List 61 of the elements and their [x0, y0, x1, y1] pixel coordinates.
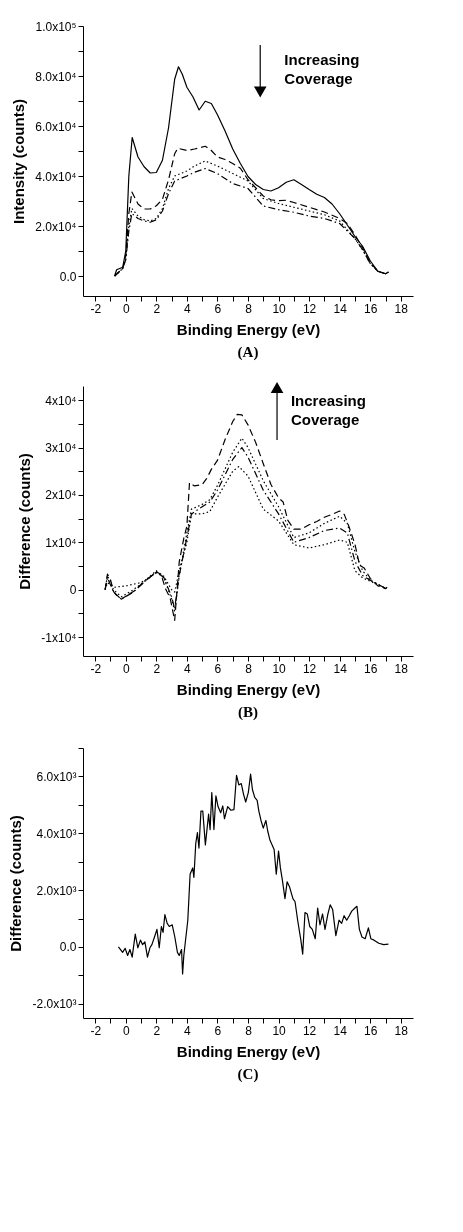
y-tick-label: 3x10⁴ — [45, 441, 77, 456]
y-tick-label: 4x10⁴ — [45, 393, 77, 408]
y-tick-label: 2x10⁴ — [45, 488, 77, 503]
x-tick-label: 2 — [153, 661, 161, 676]
annotation: Increasing Coverage — [290, 392, 366, 429]
y-tick-label: 1.0x10⁵ — [35, 19, 77, 34]
text: (A) — [237, 344, 259, 361]
x-tick-label: 10 — [272, 301, 287, 316]
x-tick-label: 18 — [394, 301, 409, 316]
x-tick-label: 10 — [272, 661, 287, 676]
y-tick-label: 8.0x10⁴ — [35, 69, 77, 84]
x-tick-label: 18 — [394, 1023, 409, 1038]
x-tick-label: 0 — [122, 301, 130, 316]
x-tick-label: 4 — [184, 301, 192, 316]
y-tick-label: 0.0 — [59, 940, 77, 955]
annotation: Increasing Coverage — [284, 51, 360, 87]
x-tick-label: 16 — [364, 661, 378, 676]
x-tick-label: 0 — [122, 661, 130, 676]
x-tick-label: 0 — [122, 1023, 130, 1038]
x-tick-label: 8 — [245, 661, 253, 676]
x-tick-label: 18 — [394, 661, 409, 676]
x-tick-label: 16 — [364, 301, 378, 316]
y-tick-label: 2.0x10³ — [36, 883, 77, 898]
x-tick-label: 10 — [272, 1023, 287, 1038]
x-tick-label: 16 — [364, 1023, 378, 1038]
x-tick-label: -2 — [90, 1023, 102, 1038]
y-axis-title: Intensity (counts) — [10, 98, 28, 225]
y-tick-label: -2.0x10³ — [32, 997, 77, 1012]
y-tick-label: 6.0x10³ — [36, 769, 77, 784]
y-tick-label: 1x10⁴ — [45, 535, 77, 550]
x-tick-label: 8 — [245, 1023, 253, 1038]
x-tick-label: 8 — [245, 301, 253, 316]
y-tick-label: 4.0x10³ — [36, 826, 77, 841]
x-tick-label: 4 — [184, 1023, 192, 1038]
y-tick-label: 4.0x10⁴ — [35, 169, 77, 184]
x-tick-label: 14 — [333, 1023, 348, 1038]
x-tick-label: -2 — [90, 301, 102, 316]
x-axis-title: Binding Energy (eV) — [176, 1042, 321, 1060]
y-tick-label: 0.0 — [59, 269, 77, 284]
x-tick-label: 6 — [214, 301, 222, 316]
y-axis-title: Difference (counts) — [7, 815, 25, 952]
x-tick-label: 6 — [214, 1023, 222, 1038]
x-axis-title: Binding Energy (eV) — [176, 320, 321, 338]
y-tick-label: -1x10⁴ — [41, 630, 77, 645]
y-tick-label: 6.0x10⁴ — [35, 119, 77, 134]
x-tick-label: 2 — [153, 1023, 161, 1038]
x-tick-label: 12 — [302, 661, 317, 676]
x-tick-label: 14 — [333, 661, 348, 676]
y-tick-label: 0 — [69, 583, 77, 598]
x-axis-title: Binding Energy (eV) — [176, 680, 321, 698]
x-tick-label: -2 — [90, 661, 102, 676]
x-tick-label: 12 — [302, 301, 317, 316]
x-tick-label: 12 — [302, 1023, 317, 1038]
text: (B) — [238, 704, 258, 721]
x-tick-label: 4 — [184, 661, 192, 676]
y-axis-title: Difference (counts) — [16, 453, 34, 590]
x-tick-label: 6 — [214, 661, 222, 676]
x-tick-label: 14 — [333, 301, 348, 316]
y-tick-label: 2.0x10⁴ — [35, 219, 77, 234]
text: (C) — [237, 1066, 259, 1083]
x-tick-label: 2 — [153, 301, 161, 316]
